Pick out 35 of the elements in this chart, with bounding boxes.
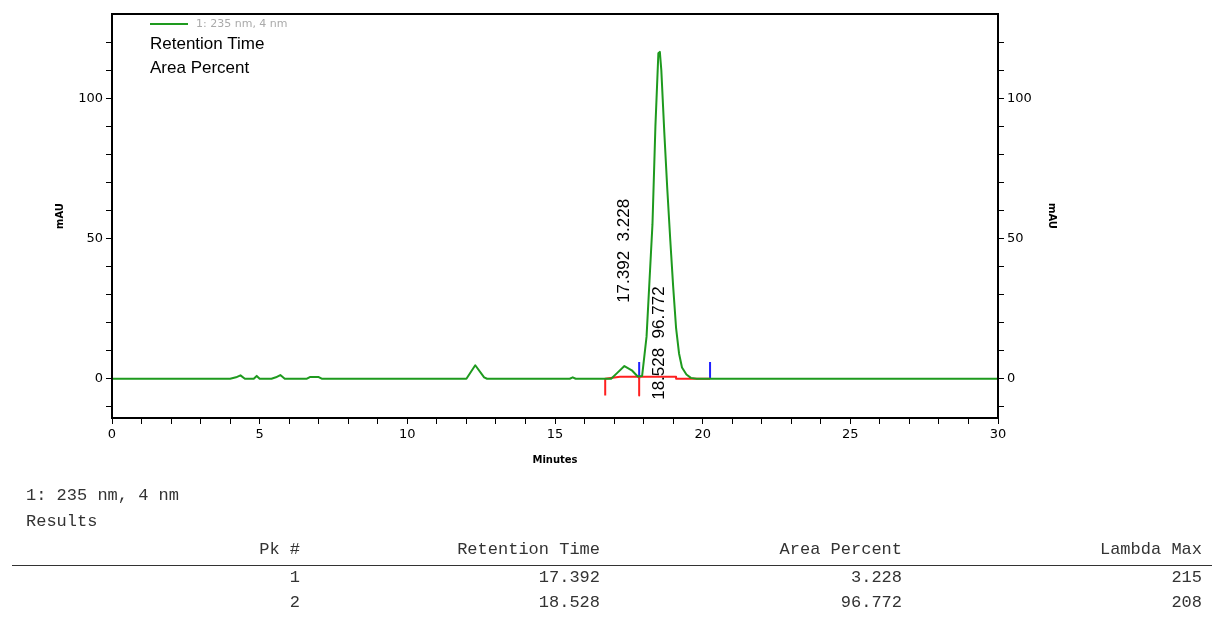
text: 215 (1171, 568, 1202, 587)
x-tick-label: 25 (842, 426, 859, 442)
x-tick-label: 10 (399, 426, 416, 442)
annotation: Retention Time (150, 33, 265, 53)
x-tick-label: 15 (546, 426, 564, 442)
text: 208 (1171, 593, 1202, 612)
annotation: 17.392 3.228 (614, 198, 634, 303)
y-tick-label: 50 (86, 229, 103, 245)
x-axis-title: Minutes (532, 453, 578, 465)
x-tick-label: 30 (989, 426, 1007, 442)
text: 18.528 (538, 593, 600, 612)
text: Results (26, 512, 98, 531)
text: 17.392 (538, 568, 600, 587)
text: 96.772 (840, 593, 902, 612)
y2-tick-label: 0 (1007, 370, 1016, 386)
x-tick-label: 20 (694, 426, 711, 442)
y2-tick-label: 100 (1007, 89, 1032, 105)
annotation: Area Percent (150, 57, 250, 77)
x-tick-label: 0 (107, 426, 117, 442)
y-axis-title: mAU (53, 203, 65, 229)
text: Lambda Max (1099, 540, 1202, 559)
y2-tick-label: 50 (1007, 229, 1024, 245)
text: 3.228 (850, 568, 902, 587)
y2-axis-title: mAU (1047, 203, 1059, 229)
text: 1: 235 nm, 4 nm (26, 486, 180, 505)
annotation: 18.528 96.772 (648, 286, 668, 400)
text: 2 (289, 593, 300, 612)
text: Pk # (259, 540, 300, 559)
text: Area Percent (779, 540, 902, 559)
y-tick-label: 100 (78, 89, 103, 105)
text: 1 (289, 568, 300, 587)
legend-label: 1: 235 nm, 4 nm (196, 16, 288, 30)
y-tick-label: 0 (94, 370, 103, 386)
text: Retention Time (457, 540, 600, 559)
x-tick-label: 5 (255, 426, 264, 442)
